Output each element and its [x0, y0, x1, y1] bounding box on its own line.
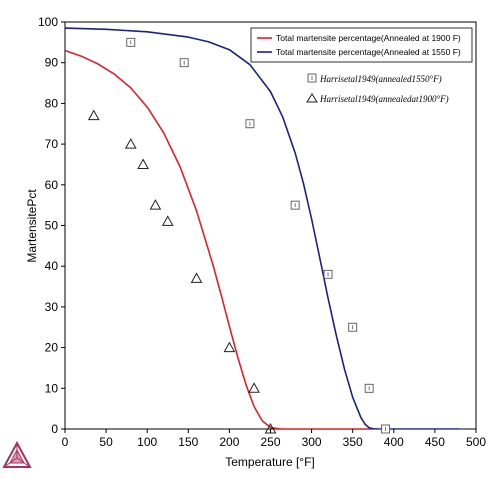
triangle-marker-point	[137, 158, 149, 169]
y-tick-label: 70	[45, 137, 59, 151]
triangle-marker-point	[149, 199, 162, 210]
x-tick-label: 350	[343, 435, 363, 449]
triangle-marker-point	[223, 341, 236, 353]
square-marker-point	[348, 322, 358, 332]
square-marker-point	[290, 200, 300, 210]
x-tick-label: 100	[137, 435, 157, 449]
square-marker-point	[323, 269, 333, 279]
triangle-marker-point	[124, 138, 137, 149]
x-tick-label: 0	[62, 435, 69, 449]
x-tick-label: 250	[260, 435, 280, 449]
legend-marker-square	[307, 73, 317, 83]
legend-label-series-1: Total martensite percentage(Annealed at …	[276, 33, 461, 43]
x-tick-label: 50	[99, 435, 113, 449]
scatter-markers-group	[87, 37, 391, 434]
x-tick-label: 300	[302, 435, 322, 449]
series-line-1	[65, 49, 378, 429]
legend-scatter-entries: Harrisetal1949(annealed1550°F) Harriseta…	[306, 73, 449, 104]
y-tick-label: 80	[45, 96, 59, 110]
x-tick-label: 450	[425, 435, 445, 449]
y-tick-label: 30	[45, 300, 59, 314]
thermo-calc-logo-icon	[2, 440, 32, 468]
y-tick-label: 10	[45, 381, 59, 395]
y-tick-label: 60	[45, 178, 59, 192]
legend-box: Total martensite percentage(Annealed at …	[250, 27, 473, 63]
x-axis-ticks: 0 50 100 150 200 250 300 350 400 450 500	[62, 429, 486, 449]
square-marker-point	[364, 383, 374, 393]
y-tick-label: 90	[45, 56, 59, 70]
y-axis-ticks: 0 10 20 30 40 50 60 70 80 90 100	[38, 15, 65, 436]
square-marker-point	[179, 58, 189, 68]
legend-marker-triangle	[306, 93, 318, 103]
series-line-2	[65, 27, 460, 429]
triangle-marker-point	[248, 382, 260, 393]
x-tick-label: 150	[178, 435, 198, 449]
y-tick-label: 20	[45, 341, 59, 355]
y-tick-label: 0	[51, 422, 58, 436]
triangle-marker-point	[264, 422, 277, 434]
triangle-marker-point	[161, 215, 174, 226]
x-axis-title: Temperature [°F]	[225, 455, 315, 469]
x-tick-label: 500	[466, 435, 486, 449]
line-series-group	[65, 27, 460, 429]
x-tick-label: 200	[219, 435, 239, 449]
y-axis-title: MartensitePct	[25, 189, 39, 263]
y-tick-label: 50	[45, 219, 59, 233]
square-marker-point	[381, 424, 391, 434]
legend-label-series-4: Harrisetal1949(annealedat1900°F)	[319, 94, 449, 104]
triangle-marker-point	[190, 272, 203, 283]
square-marker-point	[126, 37, 136, 47]
y-tick-label: 40	[45, 259, 59, 273]
x-tick-label: 400	[384, 435, 404, 449]
square-marker-point	[245, 119, 255, 129]
legend-label-series-2: Total martensite percentage(Annealed at …	[276, 47, 461, 57]
y-tick-label: 100	[38, 15, 58, 29]
legend-label-series-3: Harrisetal1949(annealed1550°F)	[319, 74, 442, 84]
triangle-marker-point	[87, 109, 100, 121]
